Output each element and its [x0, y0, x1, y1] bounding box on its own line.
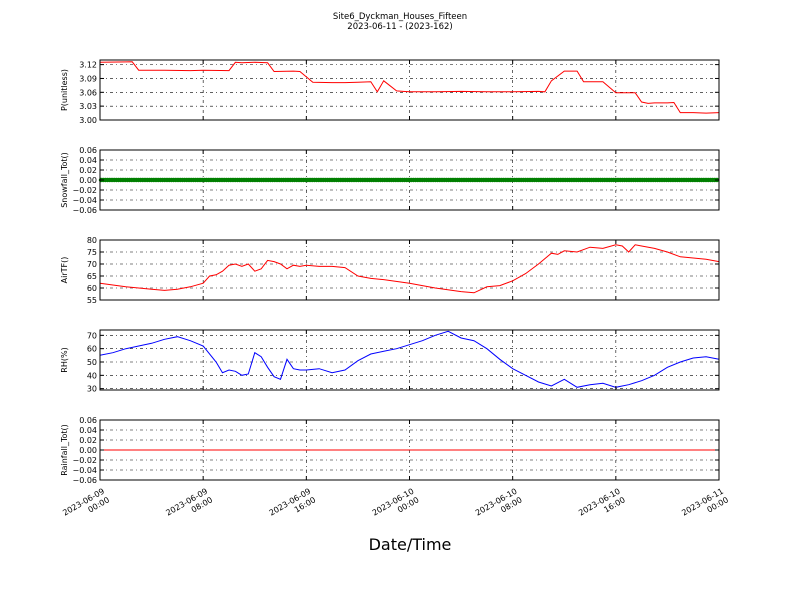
y-tick-label: 70 [87, 331, 97, 340]
series-markers [98, 177, 720, 183]
y-tick-label: 75 [87, 248, 97, 257]
y-tick-label: 0.06 [79, 416, 97, 425]
y-tick-label: −0.06 [72, 476, 97, 485]
y-axis-label: RH(%) [60, 347, 69, 372]
y-tick-label: 0.00 [79, 446, 97, 455]
y-tick-label: 60 [87, 284, 97, 293]
y-tick-label: 0.04 [79, 426, 97, 435]
y-tick-label: 3.03 [79, 102, 97, 111]
y-axis-label: P(unitless) [60, 69, 69, 111]
y-tick-label: 0.02 [79, 166, 97, 175]
y-tick-label: 40 [87, 371, 97, 380]
x-tick-label: 2023-06-0900:00 [61, 487, 111, 527]
y-axis-label: AirTF() [60, 257, 69, 284]
y-tick-label: 0.04 [79, 156, 97, 165]
x-axis-tick-labels: 2023-06-0900:00 2023-06-0908:00 2023-06-09… [61, 487, 730, 527]
subplot-2: 0.060.040.020.00−0.02−0.04−0.06Snowfall_… [60, 146, 720, 215]
y-axis-label: Snowfall_Tot() [60, 152, 69, 208]
y-axis-label: Rainfall_Tot() [60, 424, 69, 476]
series-line [99, 244, 720, 294]
subplot-4: 70 60 50 40 30 RH(%) [60, 329, 720, 394]
x-tick-label: 2023-06-0916:00 [268, 487, 318, 527]
y-tick-label: 70 [87, 260, 97, 269]
y-tick-label: 3.00 [79, 116, 97, 125]
x-axis-label: Date/Time [369, 535, 452, 554]
x-tick-label: 2023-06-1016:00 [577, 487, 627, 527]
y-tick-label: 3.12 [79, 61, 97, 70]
y-tick-label: 80 [87, 236, 97, 245]
x-tick-label: 2023-06-1008:00 [474, 487, 524, 527]
figure-title-line2: 2023-06-11 - (2023-162) [347, 22, 452, 32]
y-tick-label: 3.09 [79, 74, 97, 83]
y-tick-label: −0.04 [72, 466, 97, 475]
y-tick-label: −0.02 [72, 186, 97, 195]
subplot-panels: 3.003.033.063.093.12P(unitless)0.060.040… [60, 59, 720, 485]
y-tick-label: −0.02 [72, 456, 97, 465]
y-tick-label: 60 [87, 345, 97, 354]
y-tick-label: −0.06 [72, 206, 97, 215]
y-tick-label: −0.04 [72, 196, 97, 205]
y-tick-label: 65 [87, 272, 97, 281]
series-line [99, 61, 720, 114]
y-tick-label: 50 [87, 358, 97, 367]
subplot-5: 0.060.040.020.00−0.02−0.04−0.06Rainfall_… [60, 416, 720, 485]
y-tick-label: 3.06 [79, 88, 97, 97]
x-tick-label: 2023-06-1100:00 [680, 487, 730, 527]
series-line [99, 330, 720, 388]
figure-title-line1: Site6_Dyckman_Houses_Fifteen [333, 12, 467, 22]
y-tick-label: 0.06 [79, 146, 97, 155]
x-tick-label: 2023-06-1000:00 [371, 487, 421, 527]
y-tick-label: 0.02 [79, 436, 97, 445]
y-tick-label: 0.00 [79, 176, 97, 185]
subplot-3: 80 75 70 65 60 55 AirTF() [60, 236, 720, 305]
x-tick-label: 2023-06-0908:00 [164, 487, 214, 527]
y-tick-label: 55 [87, 296, 97, 305]
subplot-1: 3.00 3.03 3.06 3.09 3.12 P(unitless) [60, 59, 720, 125]
y-tick-label: 30 [87, 385, 97, 394]
